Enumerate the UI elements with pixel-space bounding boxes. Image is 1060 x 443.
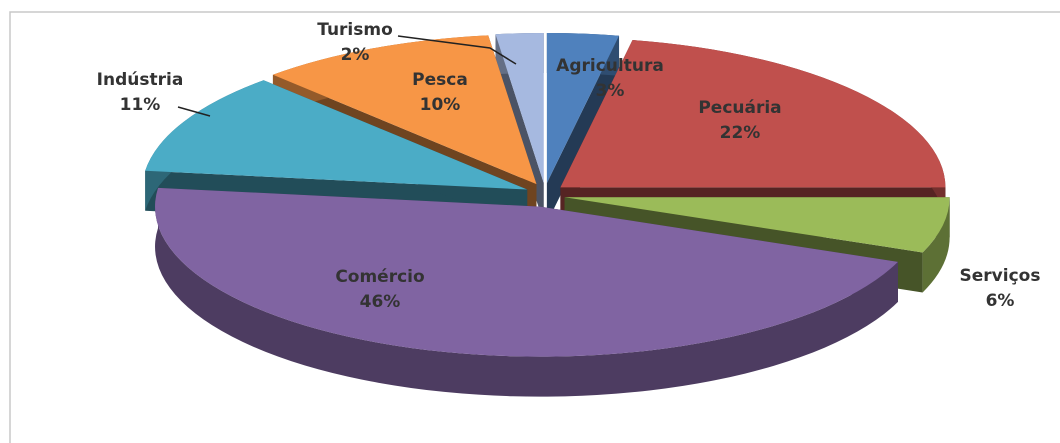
labels: Agricultura 3% Pecuária 22% Serviços 6% Comérc… (97, 20, 1041, 312)
slice-label: Comércio (335, 267, 424, 287)
slice (546, 33, 620, 184)
slice-value-label: 11% (120, 95, 161, 115)
slice-side (546, 35, 620, 224)
slice (564, 197, 950, 253)
leader-line (397, 35, 517, 65)
slice-value-label: 46% (360, 292, 401, 312)
slice-value-label: 6% (986, 291, 1015, 311)
slice (495, 33, 544, 184)
slice (155, 187, 898, 357)
slice (560, 40, 946, 188)
slice-value-label: 2% (341, 45, 370, 65)
slice-label: Agricultura (556, 56, 664, 76)
slice-wall (922, 197, 950, 293)
slice (272, 35, 537, 185)
slice-value-label: 22% (720, 123, 761, 143)
slice-value-label: 10% (420, 95, 461, 115)
slice-label: Pecuária (698, 98, 781, 118)
slice-label: Turismo (317, 20, 393, 40)
slice-label: Pesca (412, 70, 468, 90)
pie (145, 33, 950, 397)
slice-wall (155, 187, 898, 397)
slice-label: Indústria (97, 70, 184, 90)
slice-value-label: 3% (596, 81, 625, 101)
slice (145, 80, 528, 190)
slice-label: Serviços (960, 266, 1041, 286)
leader-line (177, 106, 211, 117)
